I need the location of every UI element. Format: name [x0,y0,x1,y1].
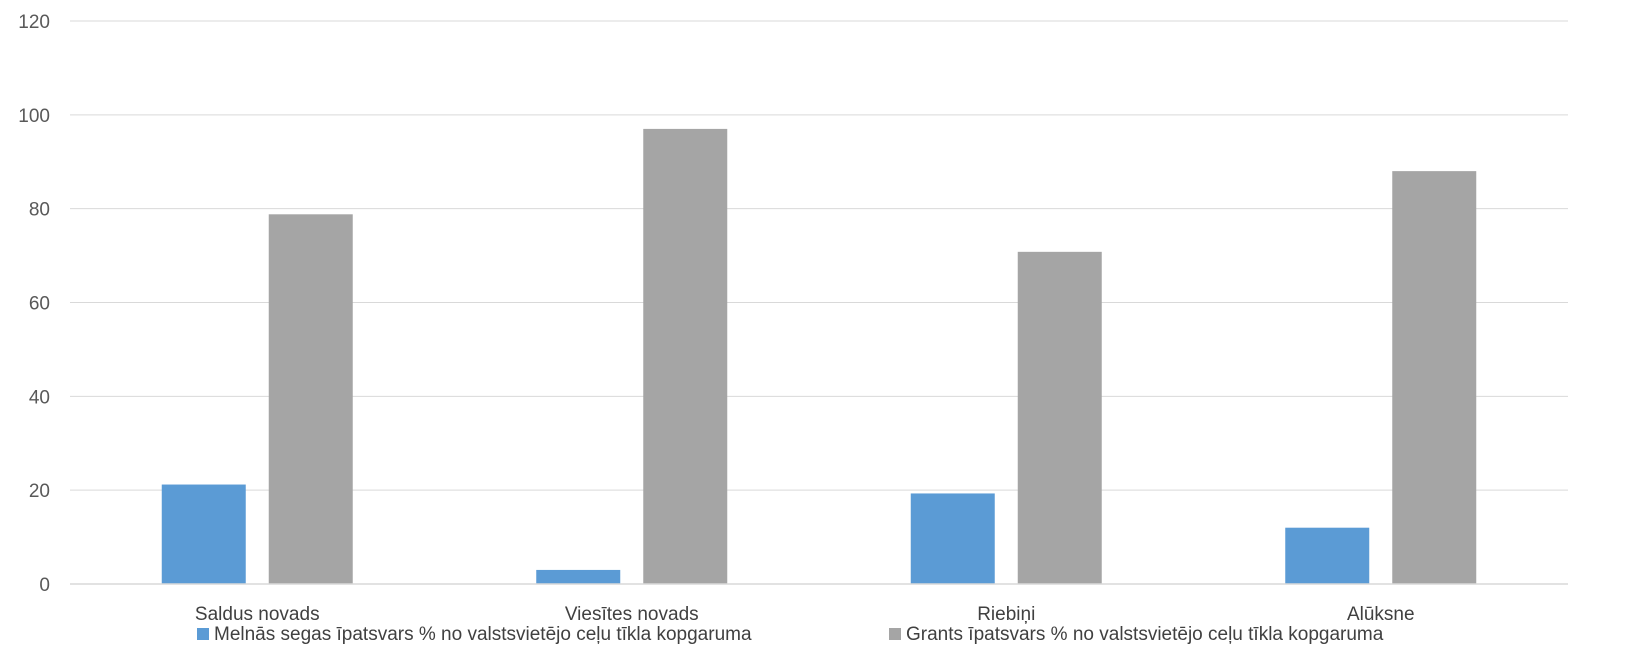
y-tick-label: 60 [29,294,50,315]
y-axis-tick-labels: 0 20 40 60 80 100 120 [18,12,50,596]
bar-melnas-segas [1285,527,1370,584]
category-label: Saldus novads [195,604,320,625]
legend-label-grants: Grants īpatsvars % no valstsvietējo ceļu… [906,624,1384,645]
y-tick-label: 0 [39,575,50,596]
bar-grants [643,128,728,585]
legend-swatch-grants [889,628,901,640]
y-tick-label: 80 [29,200,50,221]
bar-melnas-segas [536,569,621,584]
bar-grants [1392,171,1477,584]
legend-label-melnas-segas: Melnās segas īpatsvars % no valstsvietēj… [214,624,752,645]
y-tick-label: 20 [29,481,50,502]
bar-melnas-segas [910,493,995,584]
legend: Melnās segas īpatsvars % no valstsvietēj… [197,624,1384,645]
bar-melnas-segas [161,484,246,584]
category-label: Viesītes novads [565,604,699,625]
category-label: Alūksne [1347,604,1415,625]
legend-swatch-melnas-segas [197,628,209,640]
x-axis-category-labels: Saldus novads Viesītes novads Riebiņi Al… [195,604,1415,625]
bar-grants [1017,251,1102,584]
y-tick-label: 120 [18,12,50,33]
y-tick-label: 40 [29,387,50,408]
y-tick-label: 100 [18,106,50,127]
bar-marks [161,128,1477,585]
bar-grants [268,214,353,584]
category-label: Riebiņi [977,604,1035,625]
